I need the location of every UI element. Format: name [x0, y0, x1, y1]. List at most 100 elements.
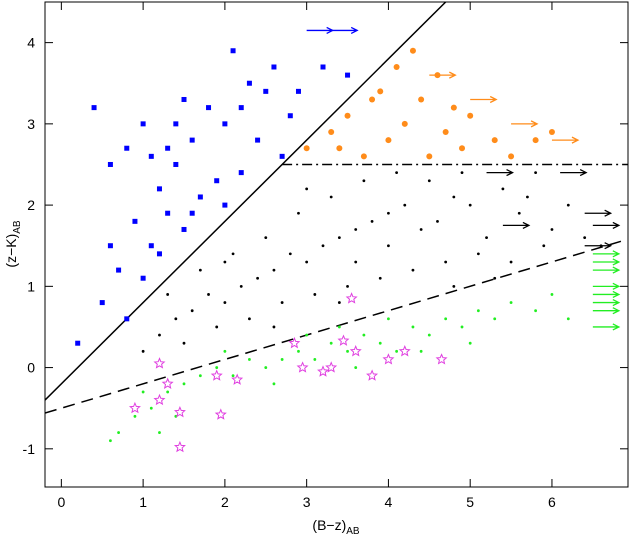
point: [385, 137, 392, 144]
limit-arrow: [592, 307, 621, 315]
point: [419, 228, 423, 231]
point: [534, 309, 538, 313]
point: [403, 203, 407, 207]
point: [378, 276, 382, 280]
point: [411, 268, 415, 272]
point: [133, 414, 137, 418]
limit-arrow: [551, 136, 580, 144]
point: [140, 121, 146, 127]
point: [444, 317, 448, 321]
star-point: [435, 353, 448, 365]
point: [223, 260, 227, 264]
point: [166, 390, 170, 394]
point: [148, 243, 154, 249]
point: [238, 105, 244, 111]
point: [377, 88, 384, 95]
x-tick-label: 6: [548, 494, 556, 510]
point: [450, 104, 457, 111]
point: [329, 195, 333, 199]
point: [173, 121, 179, 127]
point: [442, 128, 449, 135]
point: [297, 211, 300, 215]
point: [117, 431, 120, 434]
point: [215, 325, 219, 329]
point: [508, 153, 515, 160]
point: [140, 275, 146, 281]
point: [485, 236, 488, 239]
point: [295, 88, 301, 94]
point: [189, 137, 195, 143]
point: [166, 293, 170, 296]
point: [124, 316, 130, 322]
point: [369, 96, 376, 103]
limit-arrow: [584, 242, 613, 250]
point: [550, 228, 554, 231]
limit-arrow: [306, 26, 335, 35]
point: [109, 439, 112, 443]
limit-arrow: [592, 282, 621, 290]
point: [329, 341, 333, 345]
point: [264, 366, 268, 369]
star-point: [325, 361, 338, 373]
point: [436, 219, 439, 223]
point: [378, 341, 382, 345]
point: [395, 171, 398, 175]
point: [370, 219, 374, 223]
y-tick-label: 3: [27, 116, 35, 132]
star-point: [345, 292, 358, 304]
star-point: [337, 334, 350, 346]
point: [197, 194, 203, 200]
star-point: [349, 344, 362, 357]
point: [517, 211, 521, 215]
y-label-sub: AB: [12, 220, 23, 234]
point: [459, 145, 466, 152]
point: [321, 244, 325, 248]
limit-arrow: [502, 221, 531, 229]
limit-arrow: [592, 250, 621, 258]
point: [182, 382, 186, 386]
point: [222, 121, 228, 127]
limit-arrow: [511, 120, 539, 128]
limit-arrow: [429, 71, 457, 79]
point: [230, 48, 236, 54]
point: [264, 236, 268, 239]
point: [344, 112, 351, 119]
point: [501, 187, 505, 191]
point: [427, 333, 431, 337]
point: [476, 252, 480, 256]
point: [493, 276, 497, 280]
star-point: [128, 401, 141, 414]
star-point: [296, 361, 309, 373]
point: [75, 340, 81, 346]
limit-arrow: [592, 299, 621, 307]
point: [189, 210, 195, 216]
point: [198, 268, 202, 272]
point: [165, 145, 171, 151]
point: [328, 128, 335, 135]
limit-arrow: [486, 169, 514, 177]
point: [207, 293, 210, 296]
point: [239, 284, 243, 288]
point: [107, 161, 113, 167]
point: [476, 309, 480, 313]
star-point: [161, 377, 174, 389]
point: [362, 333, 366, 337]
star-point: [214, 408, 227, 420]
y-tick-label: 2: [27, 197, 35, 213]
point: [272, 268, 276, 272]
y-tick-label: 0: [27, 360, 35, 376]
star-point: [231, 373, 244, 385]
point: [360, 153, 367, 160]
point: [509, 301, 513, 304]
point: [107, 243, 113, 249]
star-point: [366, 369, 379, 381]
plot-frame: [44, 1, 629, 488]
point: [198, 374, 202, 378]
point: [272, 325, 276, 329]
point: [566, 203, 570, 207]
point: [452, 284, 456, 288]
point: [542, 244, 546, 248]
y-tick-label: 1: [27, 278, 35, 294]
x-tick-label: 2: [221, 494, 229, 510]
